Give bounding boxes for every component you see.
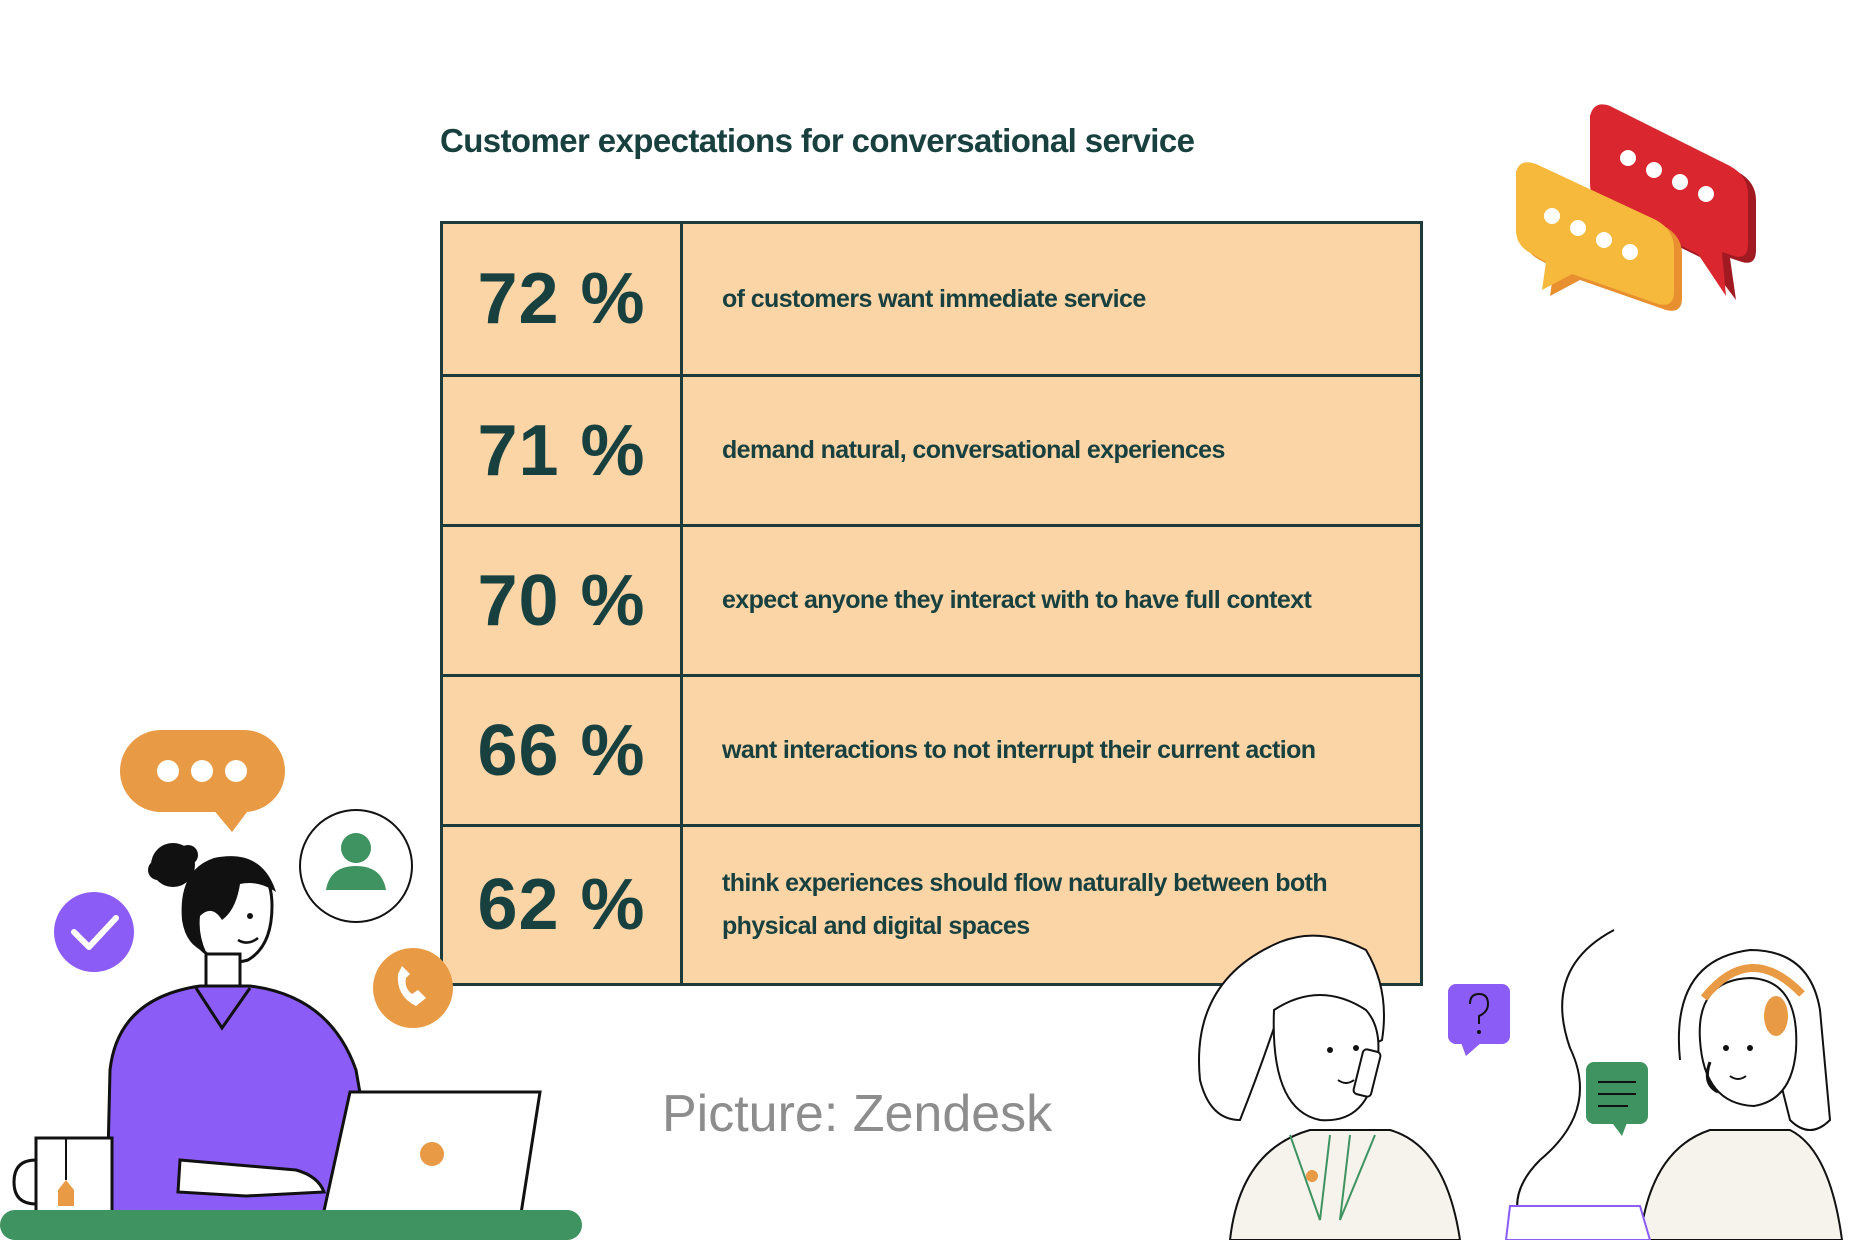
image-caption: Picture: Zendesk <box>662 1085 1053 1143</box>
stats-table: 72 % of customers want immediate service… <box>440 221 1423 986</box>
message-bubble-icon <box>1586 1062 1648 1136</box>
stat-description: of customers want immediate service <box>722 284 1146 313</box>
stat-percent: 71 % <box>443 377 683 524</box>
stat-description: expect anyone they interact with to have… <box>722 586 1312 614</box>
stat-description: demand natural, conversational experienc… <box>722 436 1225 464</box>
speech-bubbles-3d-icon <box>1516 104 1756 311</box>
customer-agent-illustration <box>1198 929 1844 1240</box>
phone-icon <box>373 948 453 1028</box>
stat-description: want interactions to not interrupt their… <box>722 736 1316 764</box>
stat-row: 72 % of customers want immediate service <box>443 224 1420 374</box>
stat-percent: 72 % <box>443 224 683 374</box>
checkmark-icon <box>54 892 134 972</box>
stat-row: 66 % want interactions to not interrupt … <box>443 674 1420 824</box>
user-icon <box>299 809 413 923</box>
person-laptop-illustration <box>0 730 582 1240</box>
stat-row: 71 % demand natural, conversational expe… <box>443 374 1420 524</box>
stat-percent: 62 % <box>443 827 683 983</box>
stat-percent: 66 % <box>443 677 683 824</box>
stat-row: 62 % think experiences should flow natur… <box>443 824 1420 983</box>
chart-title: Customer expectations for conversational… <box>440 122 1195 159</box>
question-bubble-icon <box>1448 984 1510 1056</box>
stat-description: think experiences should flow naturally … <box>722 869 1328 940</box>
stat-row: 70 % expect anyone they interact with to… <box>443 524 1420 674</box>
stat-percent: 70 % <box>443 527 683 674</box>
chat-bubble-icon <box>120 730 285 832</box>
